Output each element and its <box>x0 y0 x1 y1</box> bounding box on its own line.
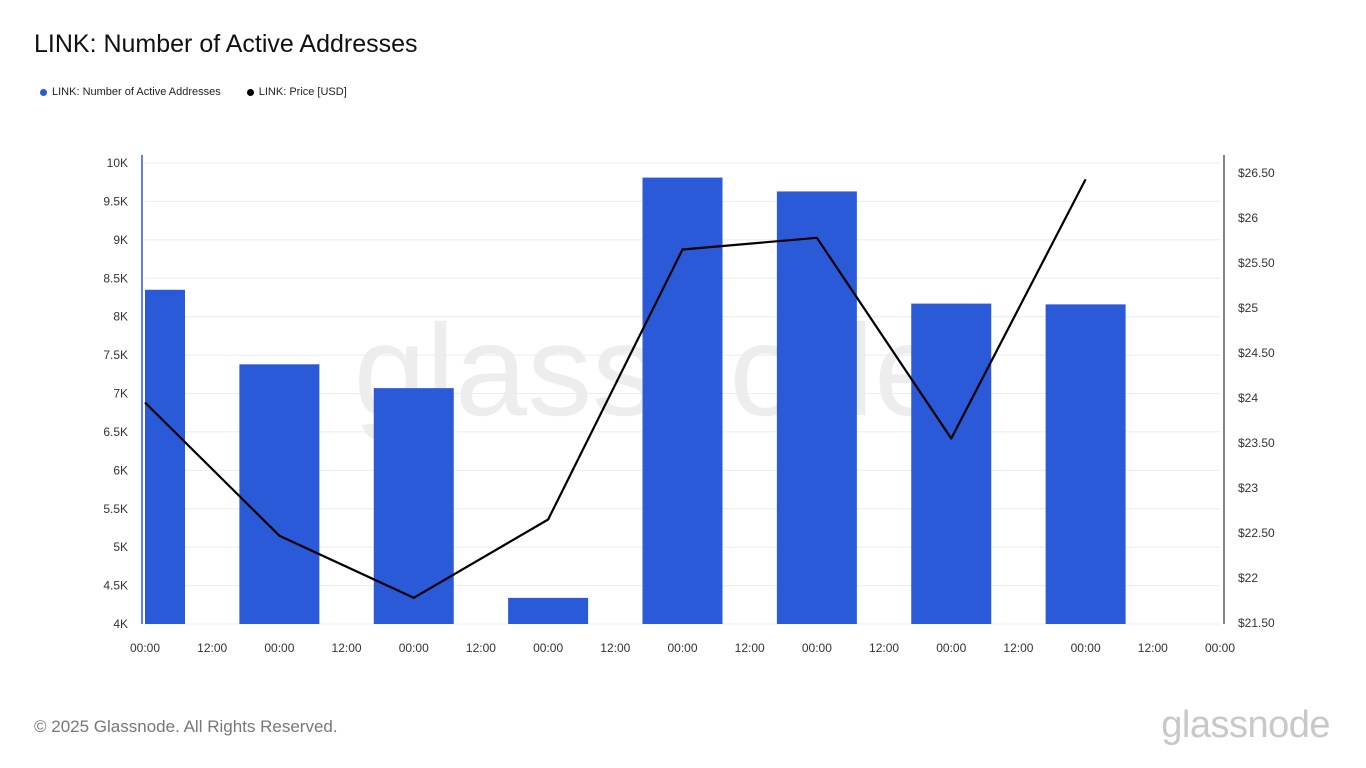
y-left-tick-label: 7K <box>113 387 128 401</box>
y-left-tick-label: 6.5K <box>103 425 128 439</box>
y-left-tick-label: 8.5K <box>103 271 128 285</box>
x-tick-label: 00:00 <box>802 641 832 655</box>
y-right-tick-label: $26.50 <box>1238 166 1275 180</box>
legend: LINK: Number of Active Addresses LINK: P… <box>40 86 347 98</box>
bar-active-addresses <box>911 303 992 624</box>
y-left-tick-label: 5K <box>113 540 128 554</box>
y-right-tick-label: $23.50 <box>1238 436 1275 450</box>
x-tick-label: 12:00 <box>735 641 765 655</box>
price-line <box>144 178 1087 599</box>
y-right-tick-label: $21.50 <box>1238 616 1275 630</box>
bar-active-addresses <box>239 364 320 624</box>
y-right-tick-label: $26 <box>1238 211 1258 225</box>
legend-item-price[interactable]: LINK: Price [USD] <box>246 86 347 98</box>
legend-label-price: LINK: Price [USD] <box>258 86 347 98</box>
legend-dot-blue <box>40 88 47 96</box>
brand-logo: glassnode <box>1161 704 1330 746</box>
y-left-tick-label: 4.5K <box>103 579 128 593</box>
y-right-tick-label: $25 <box>1238 301 1258 315</box>
copyright-footer: © 2025 Glassnode. All Rights Reserved. <box>34 717 338 736</box>
x-tick-label: 00:00 <box>667 641 697 655</box>
y-left-tick-label: 6K <box>113 463 128 477</box>
x-tick-label: 00:00 <box>130 641 160 655</box>
x-tick-label: 00:00 <box>533 641 563 655</box>
y-right-tick-label: $25.50 <box>1238 256 1275 270</box>
y-left-tick-label: 5.5K <box>103 502 128 516</box>
y-left-tick-label: 9K <box>113 233 128 247</box>
bar-active-addresses <box>373 388 454 624</box>
bar-active-addresses <box>1045 304 1126 624</box>
x-tick-label: 12:00 <box>332 641 362 655</box>
y-right-tick-label: $24 <box>1238 391 1258 405</box>
x-tick-label: 00:00 <box>1071 641 1101 655</box>
x-tick-label: 00:00 <box>936 641 966 655</box>
legend-item-active-addresses[interactable]: LINK: Number of Active Addresses <box>40 86 221 98</box>
x-tick-label: 12:00 <box>1138 641 1168 655</box>
y-left-tick-label: 7.5K <box>103 348 128 362</box>
x-tick-label: 12:00 <box>600 641 630 655</box>
bar-active-addresses <box>145 289 185 624</box>
x-tick-label: 12:00 <box>869 641 899 655</box>
x-tick-label: 00:00 <box>264 641 294 655</box>
legend-dot-black <box>246 88 254 96</box>
x-tick-label: 12:00 <box>466 641 496 655</box>
y-right-tick-label: $22 <box>1238 571 1258 585</box>
y-right-tick-label: $22.50 <box>1238 526 1275 540</box>
y-right-tick-label: $24.50 <box>1238 346 1275 360</box>
x-tick-label: 12:00 <box>1003 641 1033 655</box>
x-tick-label: 00:00 <box>1205 641 1235 655</box>
y-left-tick-label: 4K <box>113 617 128 631</box>
bar-active-addresses <box>508 597 589 624</box>
x-tick-label: 00:00 <box>399 641 429 655</box>
legend-label-active-addresses: LINK: Number of Active Addresses <box>52 86 221 98</box>
y-left-tick-label: 10K <box>107 156 128 170</box>
bar-active-addresses <box>642 177 723 624</box>
x-tick-label: 12:00 <box>197 641 227 655</box>
y-left-tick-label: 9.5K <box>103 194 128 208</box>
bar-active-addresses <box>776 191 857 624</box>
y-right-tick-label: $23 <box>1238 481 1258 495</box>
chart-title: LINK: Number of Active Addresses <box>34 30 418 58</box>
y-left-tick-label: 8K <box>113 310 128 324</box>
